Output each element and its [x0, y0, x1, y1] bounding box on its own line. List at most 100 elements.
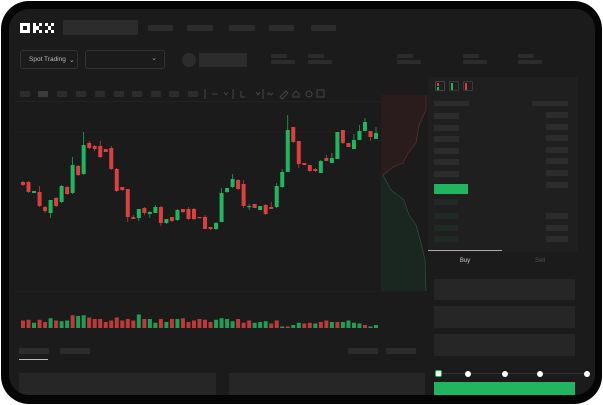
- orderbook-both-icon[interactable]: [435, 81, 445, 91]
- ask-price: [434, 113, 459, 119]
- stat-label: [463, 54, 479, 58]
- candle-body: [191, 209, 196, 219]
- interval-button[interactable]: [20, 91, 30, 97]
- volume-bar: [285, 326, 290, 328]
- okx-logo[interactable]: [20, 23, 57, 33]
- interval-button[interactable]: [188, 91, 198, 97]
- volume-bar: [59, 321, 64, 328]
- interval-button[interactable]: [151, 91, 161, 97]
- volume-bar: [158, 319, 163, 328]
- market-dropdown[interactable]: Spot Trading ⌄: [20, 50, 78, 69]
- total-input[interactable]: [434, 334, 575, 356]
- tab-open-orders[interactable]: [19, 348, 49, 354]
- volume-bar: [346, 320, 351, 328]
- candle-body: [21, 182, 25, 185]
- stat-label: [308, 54, 324, 58]
- volume-bar: [120, 320, 125, 328]
- tab-sell[interactable]: Sell: [534, 258, 545, 264]
- slider-step[interactable]: [537, 371, 543, 377]
- candle-body: [236, 180, 241, 189]
- candle-body: [307, 165, 312, 171]
- stat-label: [518, 54, 534, 58]
- volume-bar: [43, 322, 48, 328]
- volume-bar: [180, 318, 185, 328]
- depth-asks-line: [382, 95, 427, 176]
- candle-body: [92, 146, 97, 149]
- wave-icon: [266, 92, 274, 96]
- search-box[interactable]: [63, 20, 138, 35]
- amount-slider-track[interactable]: [439, 373, 587, 374]
- active-tab-indicator: [428, 250, 502, 251]
- amount-slider-handle[interactable]: [435, 370, 442, 377]
- candle-body: [208, 227, 213, 229]
- tab-buy[interactable]: Buy: [459, 258, 471, 264]
- settings-icon: [305, 90, 313, 98]
- volume-bar: [296, 322, 301, 328]
- candle-body: [302, 163, 307, 165]
- stat-value: [463, 60, 487, 64]
- pair-dropdown[interactable]: ⌄: [85, 50, 165, 69]
- depth-asks-area: [381, 95, 426, 177]
- nav-item[interactable]: [229, 25, 255, 31]
- slider-step[interactable]: [502, 371, 508, 377]
- candle-body: [43, 207, 48, 211]
- ask-size: [546, 147, 568, 153]
- volume-bar: [103, 322, 108, 328]
- nav-item[interactable]: [187, 25, 213, 31]
- candle-body: [230, 179, 235, 187]
- interval-button[interactable]: [57, 91, 67, 97]
- ask-size: [546, 112, 568, 118]
- interval-button[interactable]: [169, 91, 179, 97]
- slider-step[interactable]: [584, 371, 590, 377]
- depth-bids-line: [382, 174, 427, 291]
- interval-button-active[interactable]: [38, 91, 48, 97]
- candlestick-chart[interactable]: [15, 95, 381, 335]
- volume-bar: [65, 320, 70, 328]
- candle-body: [351, 140, 356, 149]
- interval-button[interactable]: [95, 91, 105, 97]
- volume-bar: [335, 322, 340, 328]
- orderbook-bids-icon[interactable]: [449, 81, 459, 91]
- volume-bar: [203, 319, 208, 328]
- filter-button[interactable]: [386, 348, 416, 354]
- order-card: [19, 373, 216, 395]
- candle-body: [329, 158, 334, 163]
- orderbook-asks-icon[interactable]: [463, 81, 473, 91]
- volume-bar: [70, 315, 75, 328]
- volume-bar: [307, 322, 312, 328]
- divider: [15, 101, 435, 102]
- volume-bar: [142, 319, 147, 328]
- nav-item[interactable]: [148, 25, 173, 31]
- buy-button[interactable]: [434, 382, 575, 395]
- volume-bar: [136, 314, 141, 328]
- volume-bar: [357, 323, 362, 328]
- bid-price: [434, 236, 458, 242]
- candle-body: [76, 166, 81, 175]
- candle-body: [26, 182, 31, 192]
- filter-button[interactable]: [348, 348, 378, 354]
- stat-value: [397, 60, 421, 64]
- candle-body: [109, 148, 114, 169]
- nav-item[interactable]: [311, 25, 336, 31]
- candle-body: [252, 204, 257, 208]
- candle-body: [313, 169, 318, 171]
- candle-body: [324, 158, 329, 161]
- volume-bar: [191, 320, 196, 328]
- volume-bar: [98, 319, 103, 328]
- candle-body: [87, 143, 92, 148]
- price-input[interactable]: [434, 279, 575, 300]
- candle-body: [65, 187, 70, 194]
- volume-bar: [329, 322, 334, 328]
- slider-step[interactable]: [465, 371, 471, 377]
- tab-order-history[interactable]: [60, 348, 90, 354]
- interval-button[interactable]: [114, 91, 124, 97]
- depth-chart: [381, 95, 427, 291]
- amount-input[interactable]: [434, 306, 575, 328]
- stat-value: [518, 60, 542, 64]
- interval-button[interactable]: [132, 91, 142, 97]
- nav-item[interactable]: [269, 25, 294, 31]
- interval-button[interactable]: [76, 91, 86, 97]
- volume-bar: [368, 326, 373, 328]
- candle-body: [120, 187, 125, 190]
- draw-line-icon: [240, 91, 245, 98]
